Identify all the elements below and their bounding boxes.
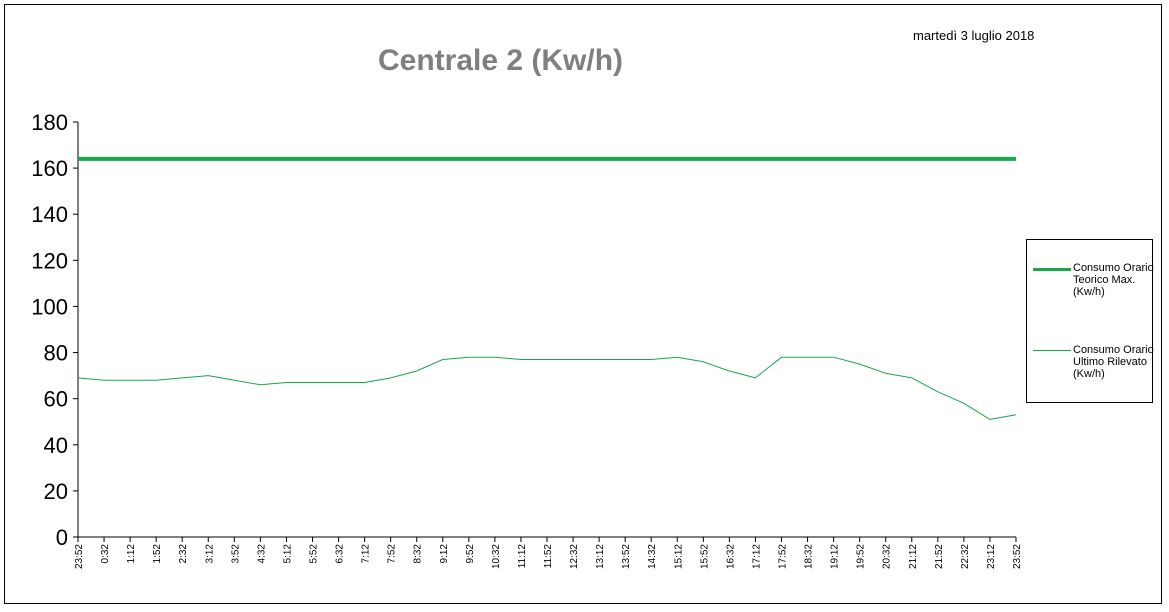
x-tick-label: 1:52 (152, 544, 163, 564)
x-tick-label: 11:52 (543, 544, 554, 569)
x-tick-label: 15:52 (699, 544, 710, 569)
x-tick-label: 23:52 (74, 544, 85, 569)
date-label: martedì 3 luglio 2018 (913, 28, 1035, 43)
x-tick-label: 5:12 (282, 544, 293, 564)
x-tick-label: 14:32 (647, 544, 658, 569)
x-tick-label: 20:32 (882, 544, 893, 569)
axes (77, 122, 1016, 538)
x-tick-label: 19:12 (830, 544, 841, 569)
y-tick-label: 20 (44, 479, 68, 504)
x-axis-ticks: 23:52 0:32 1:12 1:52 2:32 3:12 3:52 4:32 5:12 5:5… (74, 537, 1023, 569)
x-tick-label: 11:12 (517, 544, 528, 569)
x-tick-label: 23:52 (1012, 544, 1023, 569)
x-tick-label: 6:32 (335, 544, 346, 564)
x-tick-label: 13:52 (621, 544, 632, 569)
x-tick-label: 18:32 (804, 544, 815, 569)
y-axis-ticks: 0 20 40 60 80 100 120 140 160 180 (31, 110, 78, 550)
y-tick-label: 120 (31, 248, 68, 273)
y-tick-label: 0 (56, 525, 68, 550)
x-tick-label: 21:12 (908, 544, 919, 569)
y-tick-label: 80 (44, 341, 68, 366)
chart-frame (4, 4, 1162, 604)
chart-title: Centrale 2 (Kw/h) (378, 44, 624, 77)
series-lines (77, 156, 1017, 420)
x-tick-label: 3:52 (230, 544, 241, 564)
x-tick-label: 10:32 (491, 544, 502, 569)
x-tick-label: 16:32 (725, 544, 736, 569)
x-tick-label: 17:52 (778, 544, 789, 569)
y-tick-label: 160 (31, 156, 68, 181)
legend: Consumo Orario Teorico Max. (Kw/h) Consu… (1026, 239, 1154, 403)
x-tick-label: 22:32 (960, 544, 971, 569)
x-tick-label: 2:32 (178, 544, 189, 564)
legend-label-last-measured: Consumo Orario Ultimo Rilevato (Kw/h) (1073, 344, 1154, 380)
x-tick-label: 13:12 (595, 544, 606, 569)
y-tick-label: 40 (44, 433, 68, 458)
x-tick-label: 21:52 (934, 544, 945, 569)
legend-label-theoretical-max: Consumo Orario Teorico Max. (Kw/h) (1073, 262, 1154, 298)
x-tick-label: 15:12 (673, 544, 684, 569)
x-tick-label: 9:12 (439, 544, 450, 564)
y-tick-label: 140 (31, 202, 68, 227)
legend-swatch-theoretical-max (1033, 268, 1071, 271)
x-tick-label: 7:52 (387, 544, 398, 564)
legend-swatch-last-measured (1033, 350, 1071, 351)
x-tick-label: 5:52 (309, 544, 320, 564)
x-tick-label: 9:52 (465, 544, 476, 564)
x-tick-label: 8:32 (413, 544, 424, 564)
series-last-measured-line (77, 356, 1017, 420)
x-tick-label: 0:32 (100, 544, 111, 564)
x-tick-label: 3:12 (204, 544, 215, 564)
x-tick-label: 4:32 (256, 544, 267, 564)
x-tick-label: 17:12 (751, 544, 762, 569)
x-tick-label: 7:12 (361, 544, 372, 564)
x-tick-label: 19:52 (856, 544, 867, 569)
x-tick-label: 1:12 (126, 544, 137, 564)
x-tick-label: 23:12 (986, 544, 997, 569)
x-tick-label: 12:32 (569, 544, 580, 569)
y-tick-label: 60 (44, 387, 68, 412)
y-tick-label: 180 (31, 110, 68, 135)
y-tick-label: 100 (31, 294, 68, 319)
